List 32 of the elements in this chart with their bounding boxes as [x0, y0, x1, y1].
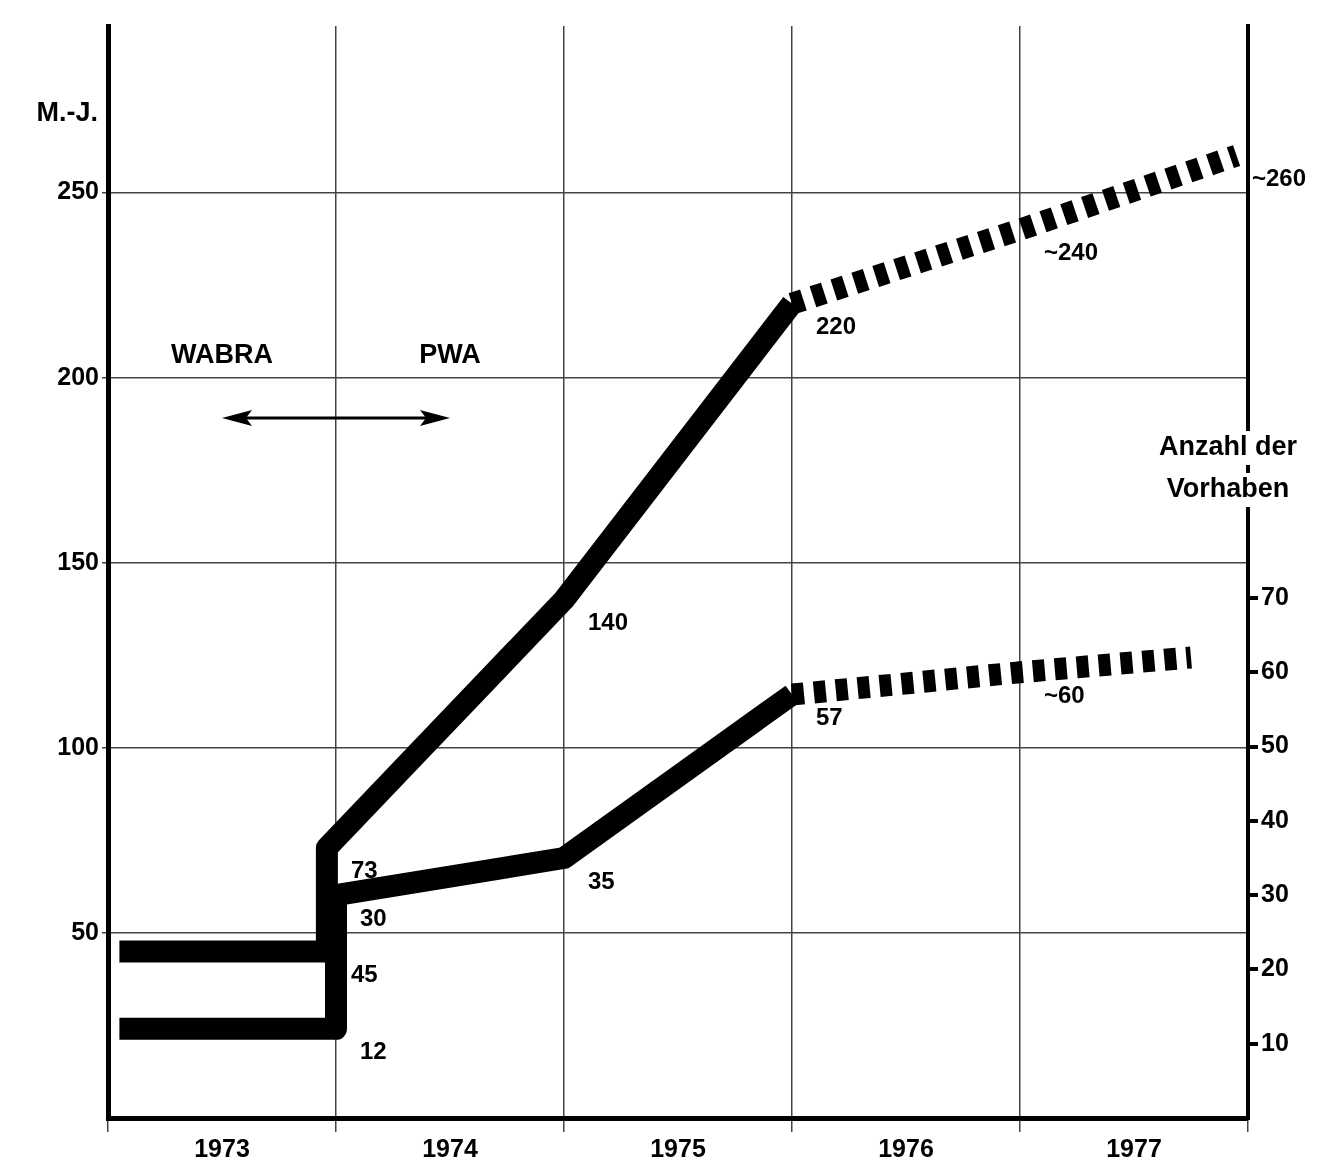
y2-tick-label: 50 [1261, 730, 1289, 759]
data-label: 12 [360, 1037, 387, 1065]
y-tick-label: 100 [57, 731, 99, 760]
data-label: 35 [588, 866, 615, 894]
y2-tick-label: 30 [1261, 879, 1289, 908]
x-tick-label: 1977 [1106, 1133, 1162, 1162]
y2-tick-label: 20 [1261, 953, 1289, 982]
y2-tick-label: 70 [1261, 581, 1289, 610]
data-label: 73 [350, 856, 378, 884]
x-tick-label: 1974 [422, 1133, 478, 1162]
data-label: ~260 [1251, 164, 1306, 192]
x-tick-label: 1973 [194, 1133, 250, 1162]
y2-tick-label: 40 [1261, 804, 1289, 833]
y-axis-title: M.-J. [36, 97, 98, 128]
y-tick-label: 200 [57, 361, 99, 390]
data-label: ~240 [1044, 238, 1099, 266]
y2-tick-label: 60 [1261, 656, 1289, 685]
data-label: 220 [816, 312, 857, 340]
annotation: PWA [419, 339, 481, 370]
data-label: 57 [816, 703, 843, 731]
x-tick-label: 1975 [650, 1133, 706, 1162]
data-label: 45 [350, 960, 378, 988]
y-tick-label: 50 [71, 916, 99, 945]
y-tick-label: 150 [57, 546, 99, 575]
data-label: 140 [588, 608, 629, 636]
annotation: WABRA [171, 339, 273, 370]
data-label: 30 [360, 903, 387, 931]
y-tick-label: 250 [57, 176, 99, 205]
x-tick-label: 1976 [878, 1133, 934, 1162]
data-label: ~60 [1044, 680, 1085, 708]
y2-tick-label: 10 [1261, 1027, 1289, 1056]
y2-axis-title: Anzahl der Vorhaben [1158, 431, 1298, 504]
